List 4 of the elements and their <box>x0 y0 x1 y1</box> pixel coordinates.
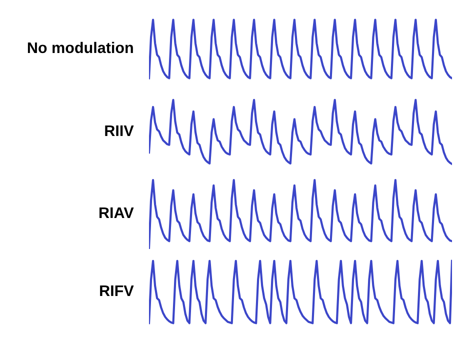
series-label: No modulation <box>28 42 133 54</box>
series-label: RIAV <box>99 207 134 218</box>
series-label: RIIV <box>105 125 134 136</box>
series-label: RIFV <box>100 285 134 296</box>
